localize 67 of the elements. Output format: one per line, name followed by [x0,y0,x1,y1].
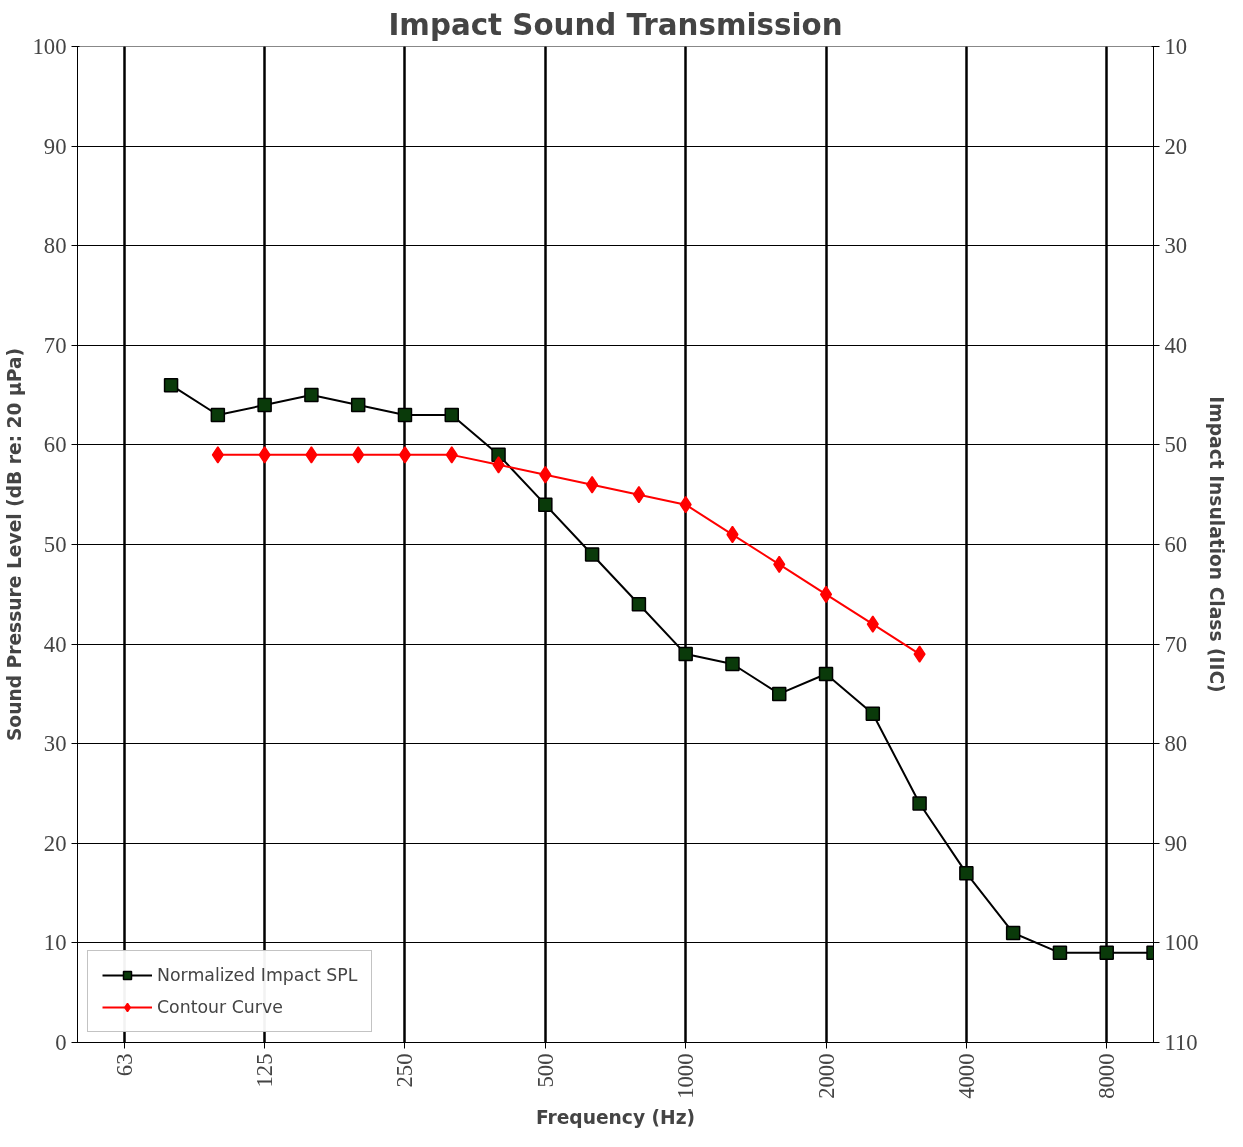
y-tick-label: 0 [55,1030,67,1055]
x-tick-label: 2000 [813,1053,839,1099]
point [631,597,647,612]
point [771,686,787,702]
y-tick-label: 20 [43,830,67,856]
point [725,656,740,672]
point [1052,945,1068,961]
point [210,407,226,423]
y2-tick-label: 30 [1164,233,1188,259]
point [304,387,319,403]
y-tick-label: 70 [43,332,67,358]
y2-tick-label: 60 [1164,532,1188,557]
y2-tick-label: 20 [1164,133,1188,159]
y-tick-label: 40 [43,631,67,657]
x-axis-title: Frequency (Hz) [535,1106,696,1128]
point [865,706,881,722]
y-tick-label: 10 [43,930,67,956]
y-tick-label: 50 [43,532,67,557]
point [398,446,412,464]
legend-label: Normalized Impact SPL [157,965,358,985]
x-tick-label: 1000 [673,1053,699,1099]
point [257,397,272,413]
point [539,466,552,484]
point [397,407,413,423]
x-tick-label: 250 [392,1053,418,1088]
y-tick-label: 80 [43,233,67,259]
x-tick-label: 500 [532,1053,558,1088]
point [444,407,460,423]
point [1099,945,1114,961]
point [1005,925,1021,941]
y-tick-label: 60 [43,432,67,458]
y2-tick-label: 80 [1164,731,1188,757]
y2-tick-label: 40 [1164,332,1188,358]
point [913,645,926,663]
point [211,446,224,464]
y-tick-label: 100 [32,34,67,59]
y2-tick-label: 50 [1164,432,1188,458]
point [445,446,458,464]
point [912,796,927,811]
y-axis-title: Sound Pressure Level (dB re: 20 µPa) [3,347,25,742]
y-tick-label: 30 [43,731,67,757]
x-tick-label: 63 [111,1053,137,1077]
legend-label: Contour Curve [157,997,283,1017]
point [305,446,318,464]
point [492,456,505,474]
y2-tick-label: 110 [1164,1030,1198,1055]
point [866,615,879,633]
y2-axis-title: Impact Insulation Class (IIC) [1206,396,1228,693]
y2-tick-label: 90 [1164,830,1188,856]
point [350,397,366,413]
point [678,646,693,662]
point [258,446,271,464]
y-tick-label: 90 [43,133,67,159]
point [818,666,834,682]
x-tick-label: 4000 [953,1053,979,1099]
x-tick-label: 125 [252,1053,278,1088]
point [352,446,365,464]
y2-tick-label: 10 [1164,34,1188,59]
x-tick-label: 8000 [1094,1053,1120,1099]
point [163,377,179,393]
point [538,497,553,512]
y2-tick-label: 100 [1164,930,1199,956]
point [819,585,833,604]
point [584,547,600,562]
chart-title: Impact Sound Transmission [388,7,843,42]
y2-tick-label: 70 [1164,631,1188,657]
point [959,865,974,881]
